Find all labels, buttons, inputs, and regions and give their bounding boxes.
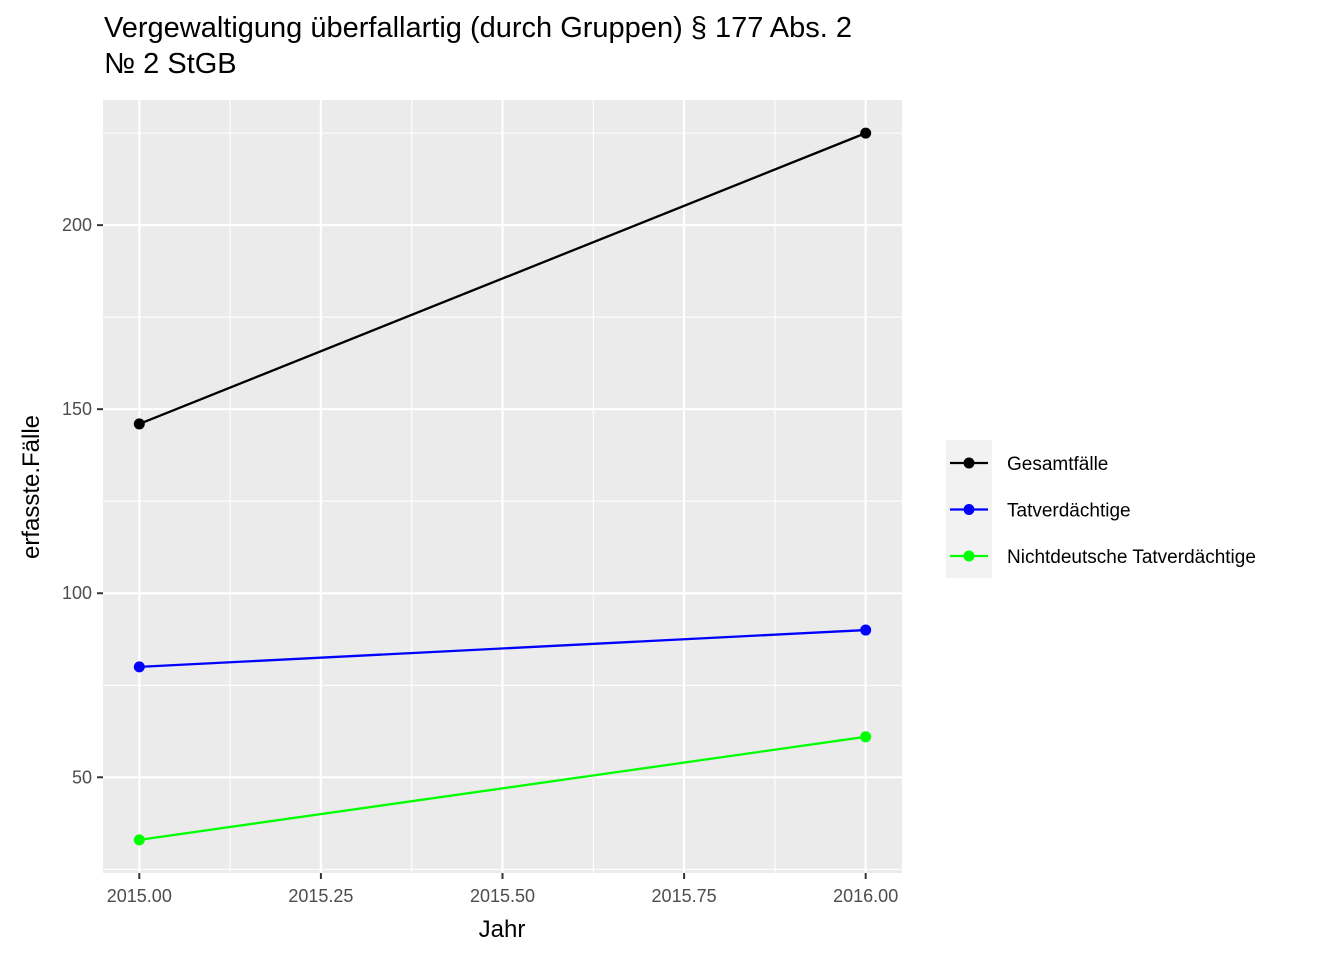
legend-key-point [963, 457, 975, 469]
x-axis-title: Jahr [479, 916, 526, 943]
x-tick-label: 2016.00 [833, 886, 898, 906]
legend-key-point [963, 504, 975, 515]
y-tick-label: 200 [62, 215, 92, 235]
legend: Gesamtfälle Tatverdächtige Nichtdeutsche T… [946, 440, 1256, 578]
y-axis-title: erfasste.Fälle [18, 415, 45, 559]
chart-title-line-2: № 2 StGB [104, 48, 237, 80]
data-point [860, 127, 872, 139]
series-line [138, 132, 867, 425]
data-point [133, 418, 145, 430]
x-tick-label: 2015.50 [470, 886, 535, 906]
x-tick-label: 2015.25 [288, 886, 353, 906]
y-tick-label: 150 [62, 399, 92, 419]
data-point [133, 834, 145, 846]
y-axis: 50 100 150 200 [62, 215, 103, 787]
series-line [139, 628, 866, 669]
y-tick-label: 50 [72, 767, 92, 787]
x-axis: 2015.00 2015.25 2015.50 2015.75 2016.00 [107, 873, 898, 906]
x-tick-label: 2015.75 [652, 886, 717, 906]
series-line [139, 735, 866, 842]
legend-label: Nichtdeutsche Tatverdächtige [1007, 547, 1256, 568]
chart-title-line-1: Vergewaltigung überfallartig (durch Grup… [104, 12, 853, 44]
major-grid [103, 100, 902, 873]
data-point [860, 731, 872, 743]
legend-label: Tatverdächtige [1007, 501, 1131, 522]
chart-title: Vergewaltigung überfallartig (durch Grup… [104, 10, 1104, 82]
series-layer [133, 127, 872, 846]
x-tick-label: 2015.00 [107, 886, 172, 906]
data-point [860, 624, 872, 636]
data-point [133, 661, 145, 673]
y-tick-label: 100 [62, 583, 92, 603]
legend-label: Gesamtfälle [1007, 454, 1108, 475]
legend-key-point [963, 550, 975, 562]
